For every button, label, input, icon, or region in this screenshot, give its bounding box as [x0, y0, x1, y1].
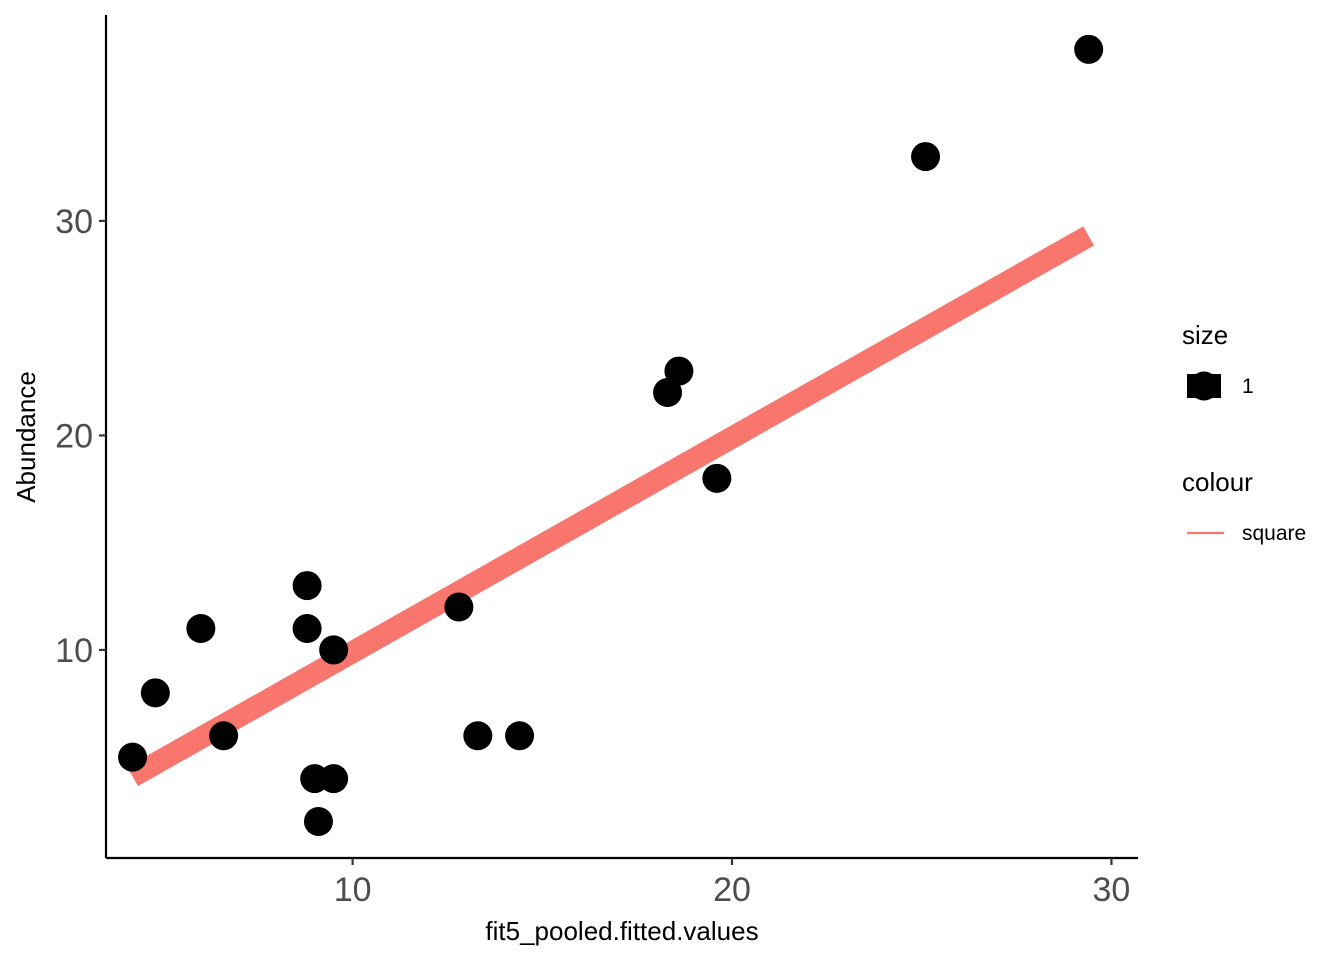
y-tick-label: 20 — [55, 417, 93, 455]
data-point — [303, 807, 333, 837]
data-point — [702, 463, 732, 493]
legend-title-colour: colour — [1182, 467, 1253, 497]
axes: 10 20 30 10 20 30 — [55, 15, 1138, 909]
data-point — [319, 764, 349, 794]
data-point — [209, 721, 239, 751]
data-point — [444, 592, 474, 622]
y-tick-label: 10 — [55, 632, 93, 670]
x-tick-label: 30 — [1093, 871, 1131, 909]
data-point — [653, 378, 683, 408]
data-point — [292, 571, 322, 601]
data-point — [911, 142, 941, 172]
y-axis-ticks: 10 20 30 — [55, 203, 106, 670]
x-axis-ticks: 10 20 30 — [334, 858, 1131, 909]
data-point — [140, 678, 170, 708]
x-tick-label: 10 — [334, 871, 372, 909]
data-point — [664, 356, 694, 386]
legend-key-point — [1189, 371, 1219, 401]
plot-marks — [118, 34, 1104, 837]
y-tick-label: 30 — [55, 203, 93, 241]
y-axis-title: Abundance — [11, 371, 41, 503]
legend: size 1 colour square — [1182, 320, 1306, 545]
data-point — [118, 742, 148, 772]
x-tick-label: 20 — [713, 871, 751, 909]
legend-label-size: 1 — [1242, 375, 1254, 398]
data-point — [463, 721, 493, 751]
fit-line — [127, 226, 1095, 787]
data-point — [292, 613, 322, 643]
data-point — [319, 635, 349, 665]
legend-label-colour: square — [1242, 522, 1306, 545]
data-point — [505, 721, 535, 751]
x-axis-title: fit5_pooled.fitted.values — [485, 916, 758, 946]
data-point — [1074, 34, 1104, 64]
data-point — [186, 613, 216, 643]
legend-title-size: size — [1182, 320, 1228, 350]
